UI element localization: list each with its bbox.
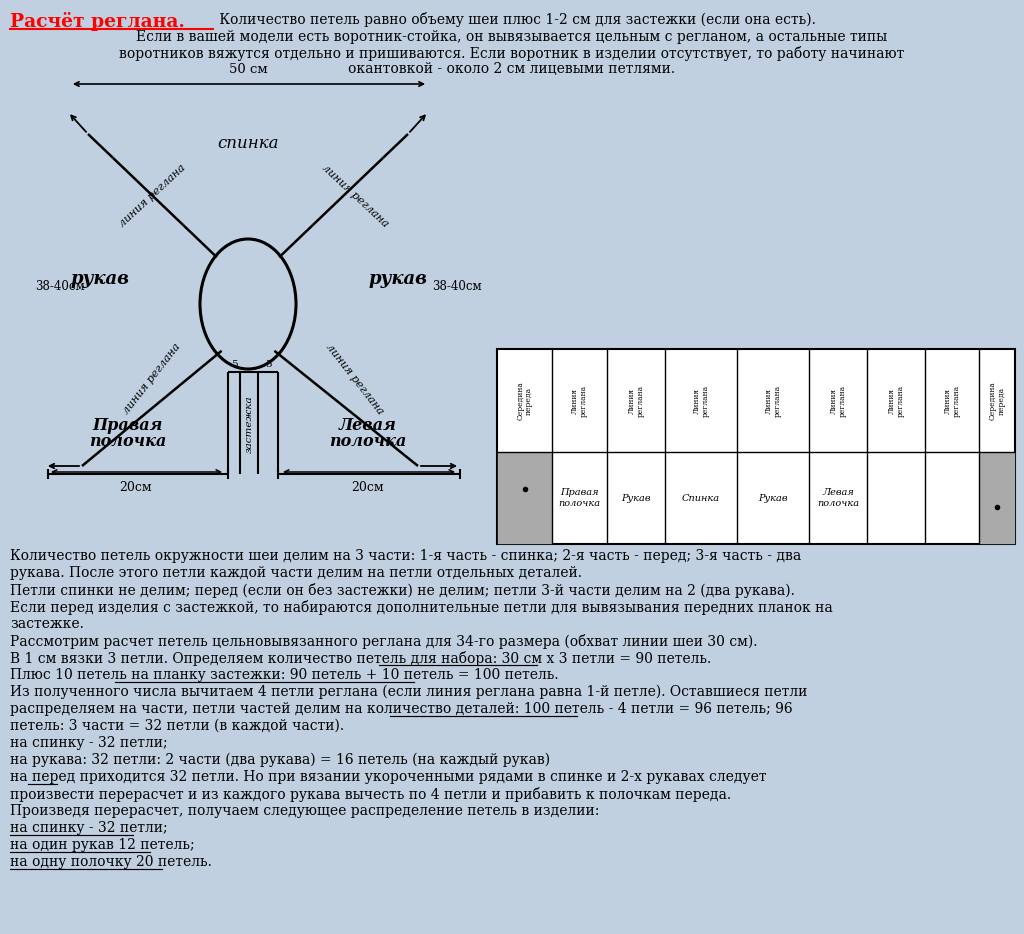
- Text: 38-40см: 38-40см: [35, 279, 85, 292]
- Text: Произведя перерасчет, получаем следующее распределение петель в изделии:: Произведя перерасчет, получаем следующее…: [10, 804, 599, 818]
- Text: Если перед изделия с застежкой, то набираются дополнительные петли для вывязыван: Если перед изделия с застежкой, то набир…: [10, 600, 833, 615]
- Text: застежка: застежка: [245, 395, 254, 453]
- Text: Линия
реглана: Линия реглана: [628, 385, 644, 417]
- Text: Из полученного числа вычитаем 4 петли реглана (если линия реглана равна 1-й петл: Из полученного числа вычитаем 4 петли ре…: [10, 685, 807, 700]
- Text: Линия
реглана: Линия реглана: [571, 385, 588, 417]
- Bar: [497, 349, 1015, 544]
- Text: Линия
реглана: Линия реглана: [888, 385, 904, 417]
- Text: Середина
переда: Середина переда: [516, 381, 532, 420]
- Text: спинка: спинка: [217, 135, 279, 152]
- Text: линия реглана: линия реглана: [122, 342, 182, 417]
- Text: Количество петель окружности шеи делим на 3 части: 1-я часть - спинка; 2-я часть: Количество петель окружности шеи делим н…: [10, 549, 801, 563]
- Text: Линия
реглана: Линия реглана: [829, 385, 846, 417]
- Text: на перед приходится 32 петли. Но при вязании укороченными рядами в спинке и 2-х : на перед приходится 32 петли. Но при вяз…: [10, 770, 767, 784]
- Text: 5: 5: [264, 360, 271, 369]
- Text: на спинку - 32 петли;: на спинку - 32 петли;: [10, 736, 168, 750]
- Text: Расчёт реглана.: Расчёт реглана.: [10, 12, 185, 31]
- Text: на один рукав 12 петель;: на один рукав 12 петель;: [10, 838, 195, 852]
- Text: Линия
реглана: Линия реглана: [944, 385, 961, 417]
- Text: линия реглана: линия реглана: [319, 163, 390, 229]
- Text: на спинку - 32 петли;: на спинку - 32 петли;: [10, 821, 168, 835]
- Text: 20см: 20см: [351, 481, 384, 494]
- Text: Левая
полочка: Левая полочка: [817, 488, 859, 508]
- Text: Левая: Левая: [339, 417, 397, 434]
- Text: петель: 3 части = 32 петли (в каждой части).: петель: 3 части = 32 петли (в каждой час…: [10, 719, 344, 733]
- Text: рукав: рукав: [71, 270, 129, 288]
- Text: воротников вяжутся отдельно и пришиваются. Если воротник в изделии отсутствует, : воротников вяжутся отдельно и пришиваютс…: [120, 46, 904, 61]
- Text: Петли спинки не делим; перед (если он без застежки) не делим; петли 3-й части де: Петли спинки не делим; перед (если он бе…: [10, 583, 795, 598]
- Text: Если в вашей модели есть воротник-стойка, он вывязывается цельным с регланом, а : Если в вашей модели есть воротник-стойка…: [136, 30, 888, 44]
- Text: распределяем на части, петли частей делим на количество деталей: 100 петель - 4 : распределяем на части, петли частей дели…: [10, 702, 793, 716]
- Text: Линия
реглана: Линия реглана: [765, 385, 781, 417]
- Text: на одну полочку 20 петель.: на одну полочку 20 петель.: [10, 855, 212, 869]
- Text: Правая
полочка: Правая полочка: [558, 488, 600, 508]
- Text: Линия
реглана: Линия реглана: [692, 385, 710, 417]
- Text: рукав: рукав: [369, 270, 427, 288]
- Text: рукава. После этого петли каждой части делим на петли отдельных деталей.: рукава. После этого петли каждой части д…: [10, 566, 582, 580]
- Bar: [497, 452, 552, 544]
- Text: линия реглана: линия реглана: [325, 342, 386, 417]
- Text: 5: 5: [230, 360, 238, 369]
- Text: на рукава: 32 петли: 2 части (два рукава) = 16 петель (на каждый рукав): на рукава: 32 петли: 2 части (два рукава…: [10, 753, 550, 768]
- Text: Рукав: Рукав: [622, 494, 650, 502]
- Text: 20см: 20см: [119, 481, 152, 494]
- Text: Правая: Правая: [93, 417, 163, 434]
- Text: Середина
переда: Середина переда: [989, 381, 1006, 420]
- Text: 38-40см: 38-40см: [432, 279, 481, 292]
- Text: Рассмотрим расчет петель цельновывязанного реглана для 34-го размера (обхват лин: Рассмотрим расчет петель цельновывязанно…: [10, 634, 758, 649]
- Text: Спинка: Спинка: [682, 494, 720, 502]
- Bar: [979, 452, 1015, 544]
- Text: полочка: полочка: [330, 433, 407, 450]
- Text: произвести перерасчет и из каждого рукава вычесть по 4 петли и прибавить к полоч: произвести перерасчет и из каждого рукав…: [10, 787, 731, 802]
- Text: линия реглана: линия реглана: [117, 163, 187, 229]
- Text: полочка: полочка: [89, 433, 167, 450]
- Text: Количество петель равно объему шеи плюс 1-2 см для застежки (если она есть).: Количество петель равно объему шеи плюс …: [215, 12, 816, 27]
- Text: Плюс 10 петель на планку застежки: 90 петель + 10 петель = 100 петель.: Плюс 10 петель на планку застежки: 90 пе…: [10, 668, 559, 682]
- Text: 50 см: 50 см: [228, 63, 267, 76]
- Text: застежке.: застежке.: [10, 617, 84, 631]
- Text: В 1 см вязки 3 петли. Определяем количество петель для набора: 30 см x 3 петли =: В 1 см вязки 3 петли. Определяем количес…: [10, 651, 712, 666]
- Text: Рукав: Рукав: [758, 494, 787, 502]
- Text: окантовкой - около 2 см лицевыми петлями.: окантовкой - около 2 см лицевыми петлями…: [348, 62, 676, 76]
